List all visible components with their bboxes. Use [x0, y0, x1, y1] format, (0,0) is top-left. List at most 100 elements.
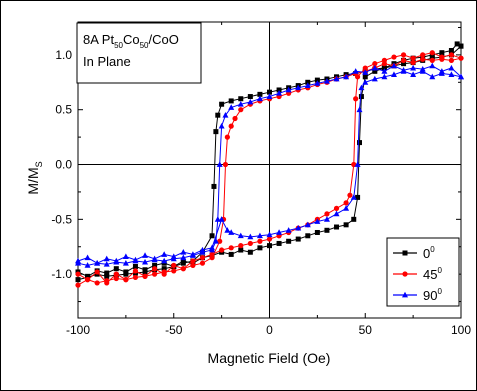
- y-tick-label: 0.5: [55, 103, 72, 117]
- data-point: [161, 251, 168, 257]
- data-point: [152, 266, 158, 272]
- data-point: [113, 271, 119, 277]
- data-point: [94, 269, 100, 275]
- data-point: [84, 277, 91, 283]
- data-point: [350, 194, 357, 200]
- data-point: [323, 78, 330, 84]
- data-point: [333, 205, 340, 211]
- data-point: [103, 255, 110, 262]
- data-point: [266, 236, 273, 242]
- data-point: [448, 52, 455, 58]
- data-point: [356, 106, 363, 113]
- data-point: [84, 262, 91, 268]
- data-point: [343, 205, 350, 211]
- data-point: [448, 48, 454, 54]
- data-point: [180, 254, 187, 261]
- data-point: [257, 91, 263, 97]
- data-point: [352, 68, 359, 74]
- series-90: [75, 62, 464, 268]
- data-point: [400, 67, 407, 73]
- data-point: [429, 57, 435, 63]
- annotation-frame: [76, 22, 202, 84]
- data-point: [219, 101, 225, 107]
- data-point: [276, 240, 282, 246]
- data-point: [238, 247, 244, 253]
- data-point: [458, 43, 464, 49]
- data-point: [84, 254, 91, 261]
- data-point: [113, 266, 119, 272]
- data-point: [142, 252, 149, 258]
- data-point: [238, 107, 244, 113]
- data-point: [180, 249, 187, 255]
- data-point: [222, 111, 229, 118]
- legend-marker: [402, 271, 408, 277]
- legend-label: 00: [423, 245, 435, 261]
- data-point: [152, 271, 158, 277]
- data-point: [314, 229, 320, 235]
- data-point: [362, 79, 369, 85]
- data-point: [211, 183, 217, 189]
- data-point: [113, 275, 119, 282]
- data-point: [190, 258, 196, 264]
- data-point: [420, 52, 426, 58]
- y-axis-label-sub: S: [34, 161, 44, 167]
- data-point: [219, 247, 225, 253]
- data-point: [295, 236, 301, 242]
- data-point: [199, 260, 206, 266]
- data-point: [448, 64, 455, 71]
- data-point: [257, 245, 263, 251]
- data-point: [215, 112, 221, 118]
- data-point: [334, 224, 340, 230]
- data-point: [358, 84, 365, 91]
- data-point: [267, 243, 272, 249]
- legend-label-degree: 0: [437, 266, 442, 275]
- legend-label-value: 90: [423, 288, 437, 303]
- data-point: [94, 259, 101, 266]
- data-point: [410, 55, 416, 61]
- data-point: [400, 57, 407, 63]
- x-tick-label: 0: [266, 323, 273, 337]
- data-point: [343, 200, 349, 206]
- data-point: [454, 41, 460, 47]
- data-point: [419, 65, 426, 72]
- data-point: [75, 282, 81, 288]
- series-group: [75, 41, 464, 288]
- data-point: [429, 73, 436, 80]
- y-tick-label: 0.0: [55, 158, 72, 172]
- data-point: [257, 238, 263, 244]
- data-point: [355, 194, 361, 200]
- data-point: [122, 253, 129, 260]
- data-point: [224, 227, 231, 233]
- data-point: [438, 68, 445, 74]
- data-point: [238, 243, 244, 249]
- annotation-sub-1: 50: [114, 41, 123, 50]
- data-point: [199, 255, 206, 261]
- data-point: [161, 269, 167, 275]
- x-tick-label: 50: [359, 323, 373, 337]
- data-point: [104, 278, 110, 284]
- data-point: [75, 271, 81, 277]
- data-point: [122, 259, 129, 266]
- data-point: [218, 216, 225, 222]
- data-point: [351, 161, 357, 168]
- data-point: [357, 140, 363, 146]
- data-point: [381, 61, 387, 67]
- data-point: [247, 249, 253, 255]
- data-point: [132, 257, 139, 264]
- data-point: [224, 134, 230, 140]
- data-point: [170, 255, 177, 262]
- data-point: [228, 104, 235, 110]
- data-point: [390, 62, 397, 69]
- data-point: [94, 280, 100, 286]
- y-tick-label: -0.5: [51, 212, 72, 226]
- data-point: [362, 69, 369, 75]
- data-point: [247, 94, 253, 100]
- data-point: [161, 266, 167, 272]
- annotation-sub-2: 50: [140, 41, 149, 50]
- data-point: [354, 161, 361, 167]
- data-point: [171, 268, 177, 274]
- data-point: [256, 95, 263, 102]
- legend-label-value: 0: [423, 246, 430, 261]
